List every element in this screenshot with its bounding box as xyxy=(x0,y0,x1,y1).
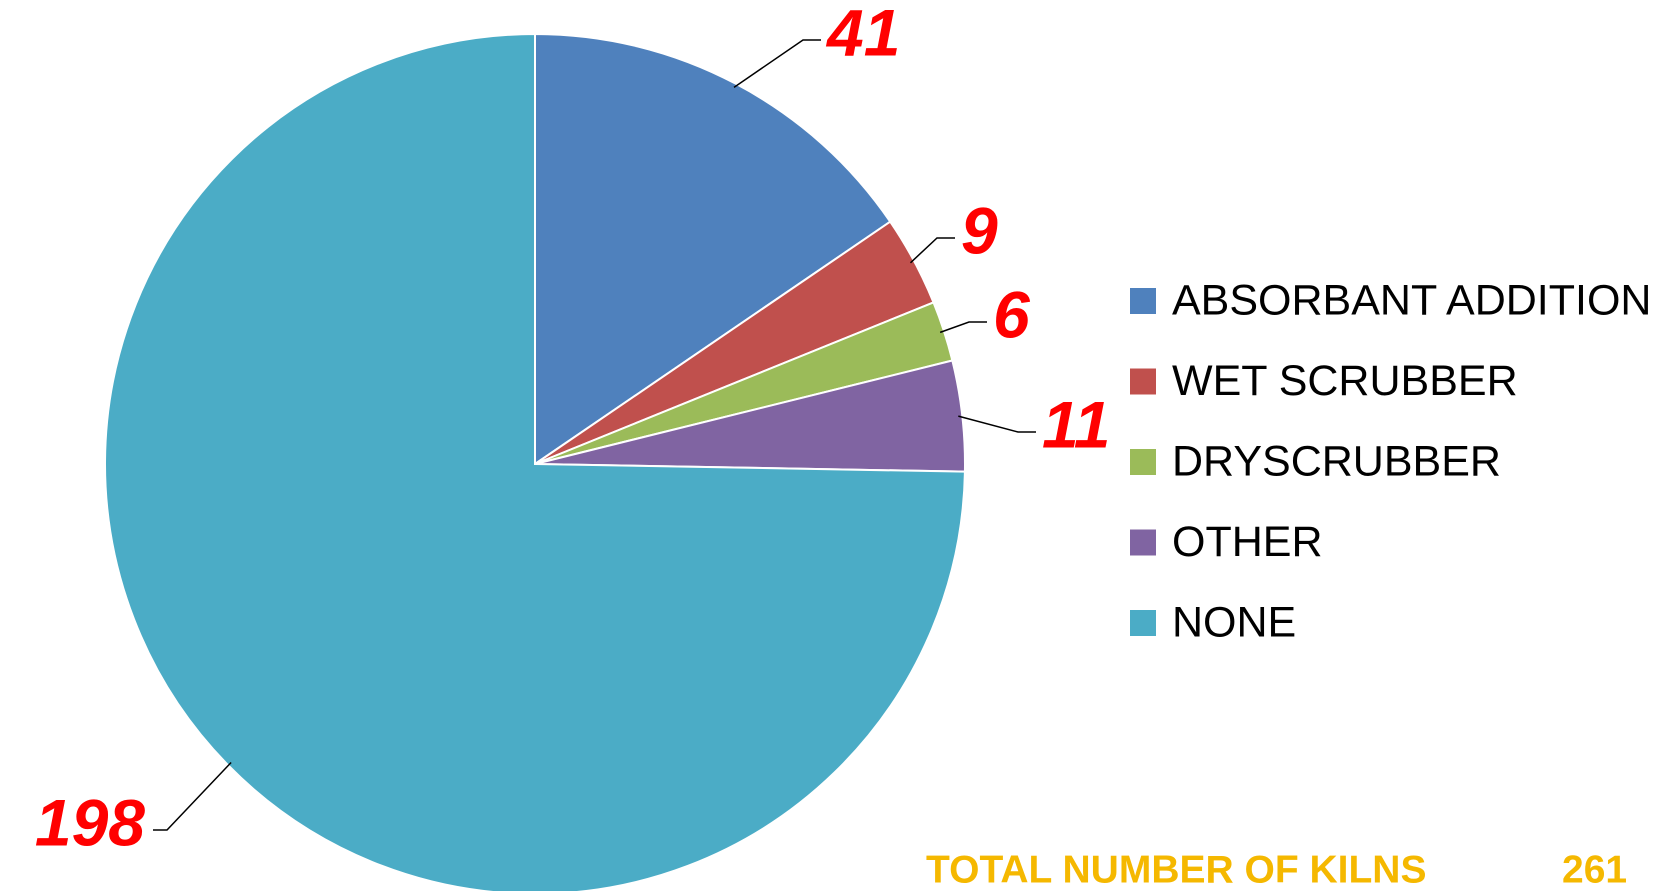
leader-line xyxy=(733,39,821,88)
value-label: 198 xyxy=(35,785,145,859)
leader-line xyxy=(939,321,987,334)
value-label: 9 xyxy=(961,193,998,267)
value-label: 6 xyxy=(993,277,1031,351)
legend-swatch xyxy=(1130,288,1156,314)
leader-line xyxy=(909,237,955,264)
legend-label: ABSORBANT ADDITION xyxy=(1172,276,1651,324)
legend-swatch xyxy=(1130,529,1156,556)
legend-label: NONE xyxy=(1172,598,1296,646)
legend-label: OTHER xyxy=(1172,518,1323,566)
total-label: TOTAL NUMBER OF KILNS xyxy=(926,848,1427,891)
total-value: 261 xyxy=(1562,848,1627,891)
leader-line xyxy=(958,415,1036,433)
value-label: 11 xyxy=(1042,387,1111,461)
value-label: 41 xyxy=(825,0,900,69)
leader-line xyxy=(153,762,232,831)
legend-swatch xyxy=(1130,449,1156,475)
legend-swatch xyxy=(1130,368,1156,395)
legend-swatch xyxy=(1130,610,1156,636)
legend-label: WET SCRUBBER xyxy=(1172,357,1518,405)
legend-label: DRYSCRUBBER xyxy=(1172,437,1501,485)
pie-slice xyxy=(534,32,892,466)
